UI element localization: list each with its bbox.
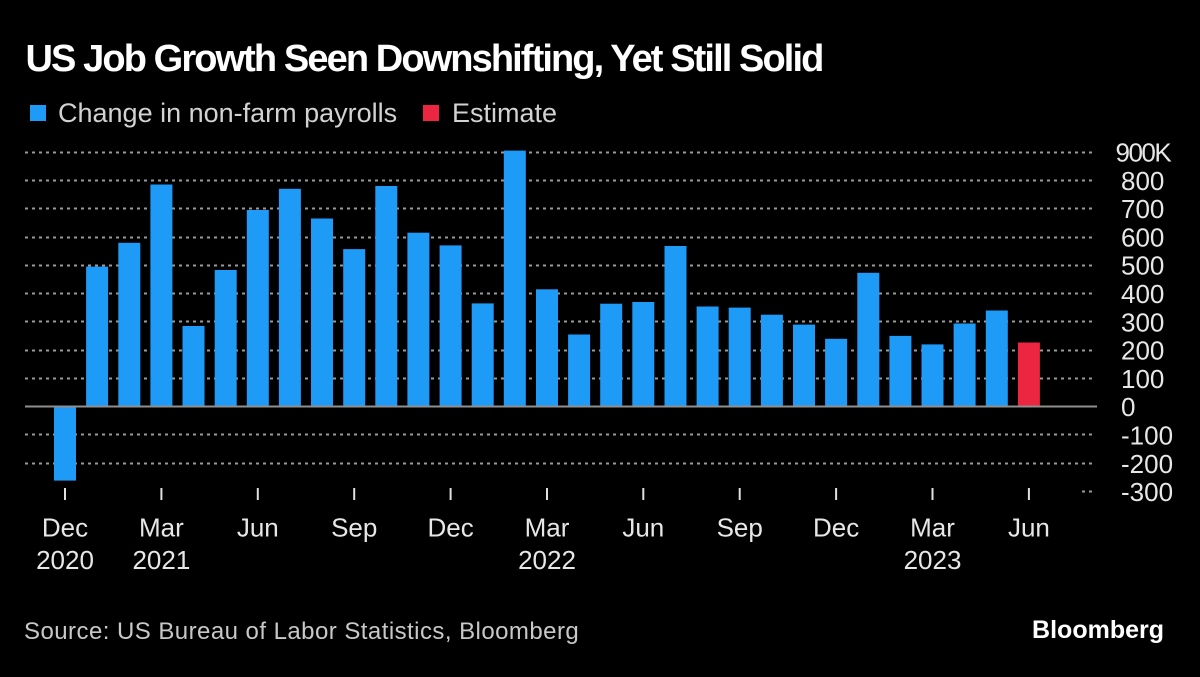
svg-text:Estimate: Estimate xyxy=(452,98,557,128)
svg-text:400: 400 xyxy=(1121,279,1164,309)
svg-text:-100: -100 xyxy=(1121,421,1173,451)
svg-text:2020: 2020 xyxy=(36,545,94,575)
svg-text:Sep: Sep xyxy=(717,513,763,543)
svg-text:Jun: Jun xyxy=(237,513,279,543)
svg-text:600: 600 xyxy=(1121,222,1164,252)
svg-text:500: 500 xyxy=(1121,251,1164,281)
svg-text:Jun: Jun xyxy=(622,513,664,543)
svg-text:Change in non-farm payrolls: Change in non-farm payrolls xyxy=(58,98,397,128)
svg-text:Dec: Dec xyxy=(42,513,88,543)
svg-text:Dec: Dec xyxy=(813,513,859,543)
svg-text:Mar: Mar xyxy=(139,513,184,543)
svg-text:200: 200 xyxy=(1121,336,1164,366)
svg-text:2022: 2022 xyxy=(518,545,576,575)
svg-text:Mar: Mar xyxy=(525,513,570,543)
svg-text:Dec: Dec xyxy=(427,513,473,543)
svg-text:-200: -200 xyxy=(1121,449,1173,479)
svg-text:Jun: Jun xyxy=(1008,513,1050,543)
svg-text:2023: 2023 xyxy=(904,545,962,575)
svg-text:Sep: Sep xyxy=(331,513,377,543)
svg-text:Bloomberg: Bloomberg xyxy=(1032,616,1164,644)
svg-text:100: 100 xyxy=(1121,364,1164,394)
svg-text:US Job Growth Seen Downshiftin: US Job Growth Seen Downshifting, Yet Sti… xyxy=(26,38,823,80)
svg-text:300: 300 xyxy=(1121,307,1164,337)
svg-text:2021: 2021 xyxy=(132,545,190,575)
svg-text:0: 0 xyxy=(1121,392,1135,422)
svg-text:Source: US Bureau of Labor Sta: Source: US Bureau of Labor Statistics, B… xyxy=(24,618,579,645)
svg-text:800: 800 xyxy=(1121,166,1164,196)
svg-text:700: 700 xyxy=(1121,194,1164,224)
svg-text:900K: 900K xyxy=(1116,138,1173,168)
svg-text:-300: -300 xyxy=(1121,477,1173,507)
svg-text:Mar: Mar xyxy=(910,513,955,543)
